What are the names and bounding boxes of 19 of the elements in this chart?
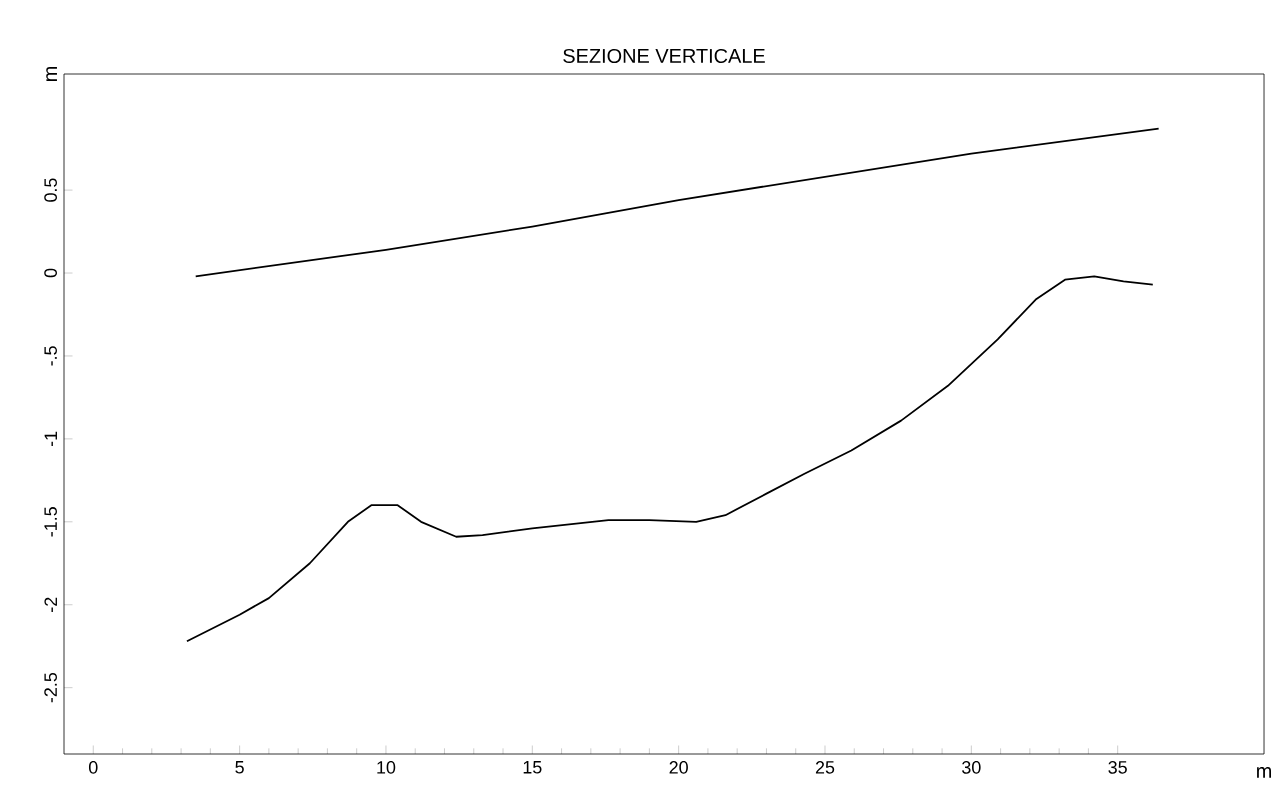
x-tick-label: 0 — [88, 761, 98, 774]
x-tick-label: 30 — [962, 761, 981, 774]
y-tick-label: -1.5 — [44, 507, 57, 537]
chart-title: SEZIONE VERTICALE — [563, 48, 765, 63]
x-tick-label: 25 — [815, 761, 835, 774]
x-tick-label: 15 — [523, 761, 542, 774]
y-tick-label: 0 — [44, 268, 57, 278]
y-tick-label: -.5 — [44, 346, 57, 366]
y-tick-label: -2.5 — [44, 672, 57, 703]
x-tick-label: 20 — [669, 761, 688, 774]
x-tick-label: 10 — [377, 761, 396, 774]
x-axis-title: m — [1257, 767, 1271, 778]
line-series — [186, 275, 1154, 643]
y-tick-label: -1 — [44, 431, 57, 447]
y-tick-label: -2 — [44, 597, 57, 612]
y-tick-label: 0.5 — [44, 178, 57, 202]
x-tick-label: 35 — [1108, 761, 1127, 774]
y-axis-title: m — [46, 67, 57, 81]
x-tick-label: 5 — [235, 761, 244, 774]
